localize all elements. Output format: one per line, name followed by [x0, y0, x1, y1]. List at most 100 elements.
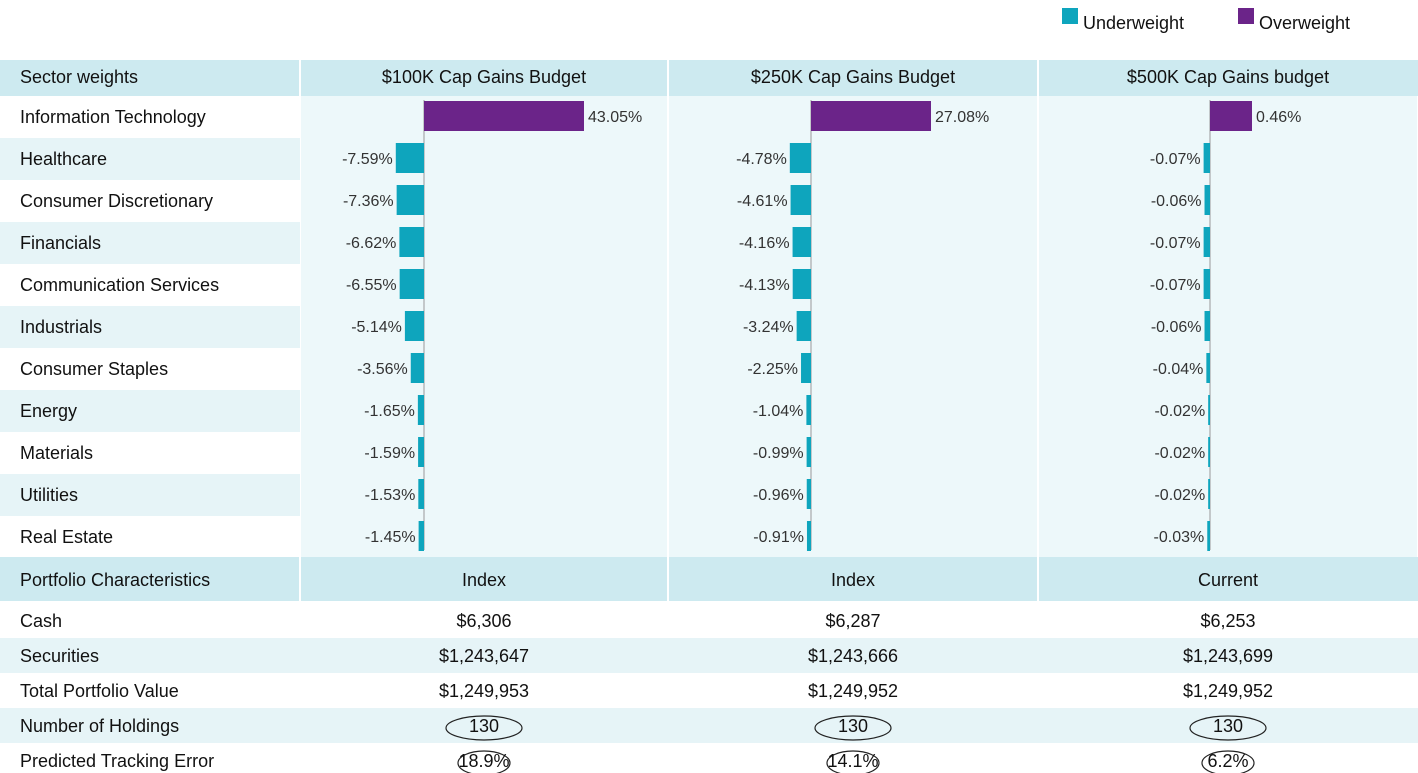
table-cell: Total Portfolio Value	[20, 681, 179, 701]
chart-bg	[669, 96, 1037, 557]
value-label: -4.61%	[737, 193, 788, 210]
row-bg	[0, 638, 1418, 673]
bar	[1210, 101, 1252, 131]
header-cell: Index	[462, 570, 506, 590]
table-cell: $1,249,952	[1183, 681, 1273, 701]
highlight-oval	[457, 750, 511, 773]
highlight-oval	[1201, 750, 1255, 773]
bar	[399, 269, 424, 299]
table-cell: 130	[469, 716, 499, 736]
bar	[1208, 437, 1210, 467]
value-label: -4.16%	[739, 235, 790, 252]
bar	[1203, 269, 1210, 299]
sector-name: Consumer Staples	[20, 359, 168, 379]
table-cell: 6.2%	[1207, 751, 1248, 771]
value-label: -1.65%	[364, 403, 415, 420]
bar	[1207, 521, 1210, 551]
highlight-oval	[1189, 715, 1267, 741]
bar	[1204, 311, 1210, 341]
value-label: -0.06%	[1151, 193, 1202, 210]
table-cell: $1,249,952	[808, 681, 898, 701]
value-label: -7.59%	[342, 151, 393, 168]
sector-name: Financials	[20, 233, 101, 253]
value-label: -5.14%	[351, 319, 402, 336]
table-cell: $1,243,666	[808, 646, 898, 666]
row-bg	[0, 138, 300, 180]
value-label: -0.96%	[753, 487, 804, 504]
value-label: -1.04%	[753, 403, 804, 420]
value-label: -0.99%	[753, 445, 804, 462]
value-label: -1.45%	[365, 529, 416, 546]
sector-name: Consumer Discretionary	[20, 191, 213, 211]
value-label: 0.46%	[1256, 109, 1301, 126]
value-label: -0.07%	[1150, 151, 1201, 168]
value-label: -0.91%	[753, 529, 804, 546]
table-cell: Number of Holdings	[20, 716, 179, 736]
value-label: -0.02%	[1154, 445, 1205, 462]
value-label: -7.36%	[343, 193, 394, 210]
header-cell: Index	[831, 570, 875, 590]
table-cell: $1,243,699	[1183, 646, 1273, 666]
bar	[418, 479, 424, 509]
chart-bg	[1039, 96, 1417, 557]
bar	[418, 437, 424, 467]
bar	[806, 395, 811, 425]
bar	[796, 311, 811, 341]
table-cell: $1,243,647	[439, 646, 529, 666]
row-bg	[0, 222, 300, 264]
bar	[1208, 479, 1210, 509]
value-label: 43.05%	[588, 109, 642, 126]
bar	[790, 185, 811, 215]
row-bg	[0, 708, 1418, 743]
bar	[801, 353, 811, 383]
header-cell: Current	[1198, 570, 1258, 590]
sector-name: Real Estate	[20, 527, 113, 547]
value-label: -4.78%	[736, 151, 787, 168]
sector-name: Utilities	[20, 485, 78, 505]
row-bg	[0, 474, 300, 516]
value-label: -4.13%	[739, 277, 790, 294]
highlight-oval	[814, 715, 892, 741]
sector-name: Information Technology	[20, 107, 206, 127]
row-bg	[0, 306, 300, 348]
highlight-oval	[826, 750, 880, 773]
value-label: -0.07%	[1150, 235, 1201, 252]
table-cell: $6,287	[825, 611, 880, 631]
bar	[792, 227, 811, 257]
value-label: -0.02%	[1154, 403, 1205, 420]
value-label: -0.06%	[1151, 319, 1202, 336]
bar	[811, 101, 931, 131]
bar	[1204, 185, 1210, 215]
header-cell: $250K Cap Gains Budget	[751, 67, 955, 87]
row-bg	[0, 390, 300, 432]
sector-name: Healthcare	[20, 149, 107, 169]
bar	[789, 143, 811, 173]
header-cell: $100K Cap Gains Budget	[382, 67, 586, 87]
bar	[1203, 227, 1210, 257]
legend-swatch	[1062, 8, 1078, 24]
value-label: -3.24%	[743, 319, 794, 336]
value-label: -3.56%	[357, 361, 408, 378]
sector-name: Industrials	[20, 317, 102, 337]
bar	[424, 101, 584, 131]
header-row	[0, 60, 1418, 96]
value-label: -6.55%	[346, 277, 397, 294]
bar	[399, 227, 424, 257]
table-cell: Predicted Tracking Error	[20, 751, 214, 771]
bar	[396, 185, 424, 215]
bar	[417, 395, 424, 425]
bar	[395, 143, 424, 173]
value-label: -2.25%	[747, 361, 798, 378]
table-cell: Securities	[20, 646, 99, 666]
header-cell: Portfolio Characteristics	[20, 570, 210, 590]
sector-name: Energy	[20, 401, 77, 421]
bar	[1206, 353, 1210, 383]
sector-name: Materials	[20, 443, 93, 463]
value-label: -0.03%	[1154, 529, 1205, 546]
bar	[792, 269, 811, 299]
table-cell: 18.9%	[458, 751, 509, 771]
sector-name: Communication Services	[20, 275, 219, 295]
header-row	[0, 557, 1418, 601]
legend-label: Overweight	[1259, 13, 1350, 33]
value-label: -6.62%	[346, 235, 397, 252]
